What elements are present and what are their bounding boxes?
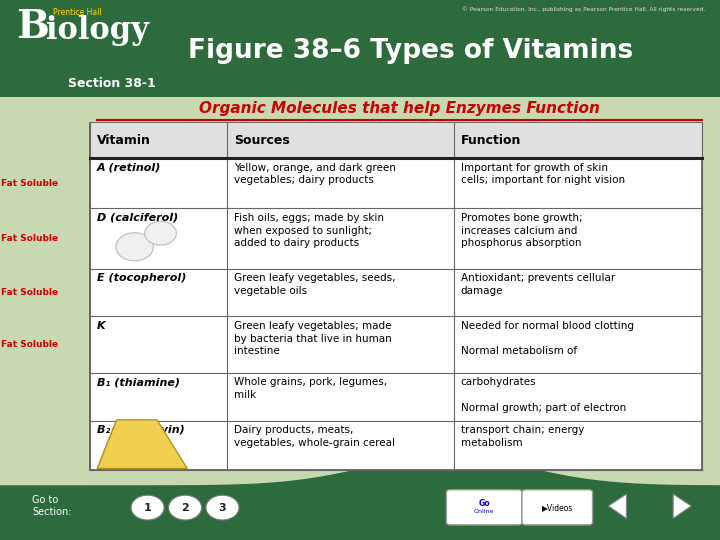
Text: transport chain; energy
metabolism: transport chain; energy metabolism — [461, 425, 584, 448]
Polygon shape — [673, 494, 691, 518]
Circle shape — [168, 495, 202, 520]
Text: 3: 3 — [219, 503, 226, 512]
Text: carbohydrates

Normal growth; part of electron: carbohydrates Normal growth; part of ele… — [461, 377, 626, 413]
Text: Green leafy vegetables; made
by bacteria that live in human
intestine: Green leafy vegetables; made by bacteria… — [234, 321, 392, 356]
Text: Needed for normal blood clotting

Normal metabolism of: Needed for normal blood clotting Normal … — [461, 321, 634, 356]
Text: ▶Videos: ▶Videos — [541, 503, 573, 512]
Text: Fish oils, eggs; made by skin
when exposed to sunlight;
added to dairy products: Fish oils, eggs; made by skin when expos… — [234, 213, 384, 248]
Text: Yellow, orange, and dark green
vegetables; dairy products: Yellow, orange, and dark green vegetable… — [234, 163, 396, 185]
Text: Fat Soluble: Fat Soluble — [1, 288, 58, 297]
Text: 2: 2 — [181, 503, 189, 512]
Text: Vitamin: Vitamin — [97, 134, 151, 147]
Text: D (calciferol): D (calciferol) — [97, 213, 179, 223]
Text: Go: Go — [478, 499, 490, 508]
Text: Promotes bone growth;
increases calcium and
phosphorus absorption: Promotes bone growth; increases calcium … — [461, 213, 582, 248]
Text: Go to
Section:: Go to Section: — [32, 495, 72, 517]
Text: Online: Online — [474, 509, 495, 515]
FancyBboxPatch shape — [522, 490, 593, 525]
Circle shape — [131, 495, 164, 520]
Circle shape — [206, 495, 239, 520]
Polygon shape — [0, 456, 720, 540]
Circle shape — [116, 233, 153, 261]
Text: Important for growth of skin
cells; important for night vision: Important for growth of skin cells; impo… — [461, 163, 625, 185]
Text: Fat Soluble: Fat Soluble — [1, 340, 58, 349]
Text: K: K — [97, 321, 106, 331]
Text: Function: Function — [461, 134, 521, 147]
FancyBboxPatch shape — [0, 0, 720, 97]
FancyBboxPatch shape — [90, 123, 702, 158]
Polygon shape — [97, 420, 187, 468]
Text: Antioxidant; prevents cellular
damage: Antioxidant; prevents cellular damage — [461, 273, 615, 296]
Text: B: B — [16, 8, 49, 46]
FancyBboxPatch shape — [446, 490, 522, 525]
Text: A (retinol): A (retinol) — [97, 163, 161, 173]
Text: Fat Soluble: Fat Soluble — [1, 179, 58, 188]
Text: Dairy products, meats,
vegetables, whole-grain cereal: Dairy products, meats, vegetables, whole… — [234, 425, 395, 448]
Text: Whole grains, pork, legumes,
milk: Whole grains, pork, legumes, milk — [234, 377, 387, 400]
Text: Green leafy vegetables, seeds,
vegetable oils: Green leafy vegetables, seeds, vegetable… — [234, 273, 395, 296]
Text: Figure 38–6 Types of Vitamins: Figure 38–6 Types of Vitamins — [188, 38, 633, 64]
Text: Sources: Sources — [234, 134, 289, 147]
Text: Fat Soluble: Fat Soluble — [1, 234, 58, 243]
Text: B₁ (thiamine): B₁ (thiamine) — [97, 377, 180, 388]
Text: Section 38-1: Section 38-1 — [68, 77, 156, 90]
FancyBboxPatch shape — [90, 123, 702, 470]
Text: © Pearson Education, Inc., publishing as Pearson Prentice Hall. All rights reser: © Pearson Education, Inc., publishing as… — [462, 6, 706, 12]
Circle shape — [145, 221, 176, 245]
FancyBboxPatch shape — [0, 489, 720, 540]
Text: 1: 1 — [144, 503, 151, 512]
Polygon shape — [608, 494, 626, 518]
Text: Prentice Hall: Prentice Hall — [53, 8, 102, 17]
Text: iology: iology — [46, 15, 148, 46]
Text: Organic Molecules that help Enzymes Function: Organic Molecules that help Enzymes Func… — [199, 100, 600, 116]
Text: E (tocopherol): E (tocopherol) — [97, 273, 186, 284]
Text: B₂ (riboflavin): B₂ (riboflavin) — [97, 425, 185, 435]
